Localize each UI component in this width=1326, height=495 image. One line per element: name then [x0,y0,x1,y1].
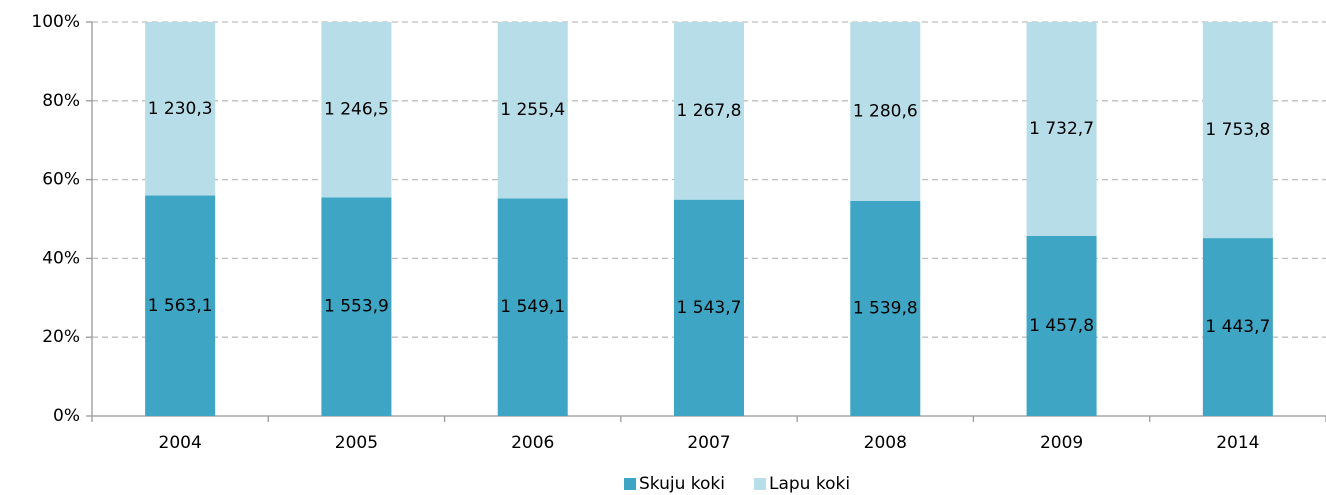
x-tick-label: 2007 [687,433,730,453]
y-tick-label: 60% [42,170,80,190]
bar-segment [497,198,568,416]
data-label: 1 280,6 [853,101,918,121]
data-label: 1 267,8 [677,101,742,121]
bar-segment [145,22,216,196]
data-label: 1 543,7 [677,298,742,318]
legend-swatch [754,478,766,490]
bar-segment [497,22,568,199]
x-tick-label: 2009 [1040,433,1083,453]
x-tick-label: 2005 [335,433,378,453]
bar-segment [1026,22,1097,236]
data-label: 1 563,1 [148,296,213,316]
y-tick-label: 80% [42,91,80,111]
data-label: 1 443,7 [1205,317,1270,337]
legend-swatch [624,478,636,490]
bar-segment [321,22,392,198]
data-label: 1 230,3 [148,99,213,119]
bar-segment [674,22,744,200]
y-tick-label: 100% [31,12,80,32]
data-label: 1 539,8 [853,298,918,318]
data-label: 1 553,9 [324,297,389,317]
bar-segment [850,200,921,416]
y-tick-label: 0% [53,406,80,426]
legend-label: Lapu koki [769,474,850,494]
bar-segment [850,22,921,201]
x-tick-label: 2004 [159,433,202,453]
bar-segment [674,199,744,416]
y-tick-label: 40% [42,248,80,268]
data-label: 1 246,5 [324,100,389,120]
x-tick-label: 2014 [1216,433,1259,453]
bar-segment [1202,22,1273,239]
bar-segment [1202,238,1273,416]
data-label: 1 457,8 [1029,316,1094,336]
data-label: 1 753,8 [1205,120,1270,140]
data-label: 1 255,4 [500,100,565,120]
y-tick-label: 20% [42,327,80,347]
legend-label: Skuju koki [639,474,725,494]
x-tick-label: 2008 [864,433,907,453]
data-label: 1 732,7 [1029,119,1094,139]
bar-segment [1026,235,1097,416]
bar-segment [321,197,392,416]
bar-segment [145,195,216,416]
data-label: 1 549,1 [500,297,565,317]
x-tick-label: 2006 [511,433,554,453]
